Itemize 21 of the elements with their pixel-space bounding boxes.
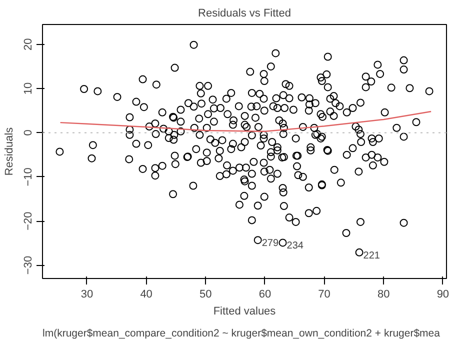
y-tick-label: −10 bbox=[22, 168, 34, 186]
x-tick-label: 90 bbox=[436, 288, 450, 300]
annotation: 234 bbox=[286, 240, 304, 252]
y-tick-label: 10 bbox=[22, 82, 34, 95]
y-tick-label: 20 bbox=[22, 38, 34, 50]
x-tick-label: 70 bbox=[318, 288, 330, 300]
y-axis-title: Residuals bbox=[4, 126, 16, 176]
x-tick-label: 30 bbox=[80, 288, 94, 300]
x-tick-label: 40 bbox=[140, 288, 152, 300]
x-tick-label: 60 bbox=[258, 288, 272, 300]
text: lm(kruger$mean_compare_condition2 ~ kruger$mean_own_condition2 + kruger$mea bbox=[42, 328, 440, 340]
y-tick-label: −20 bbox=[22, 212, 34, 230]
y-tick-label: −30 bbox=[22, 256, 34, 275]
annotation: 221 bbox=[363, 250, 380, 262]
chart-title: Residuals vs Fitted bbox=[198, 8, 291, 20]
x-tick-label: 50 bbox=[200, 288, 212, 300]
line-series bbox=[60, 110, 432, 132]
y-tick-label: 0 bbox=[22, 130, 34, 136]
x-axis-title: Fitted values bbox=[213, 306, 276, 318]
annotation: 279 bbox=[262, 238, 279, 250]
x-tick-label: 80 bbox=[378, 288, 390, 300]
